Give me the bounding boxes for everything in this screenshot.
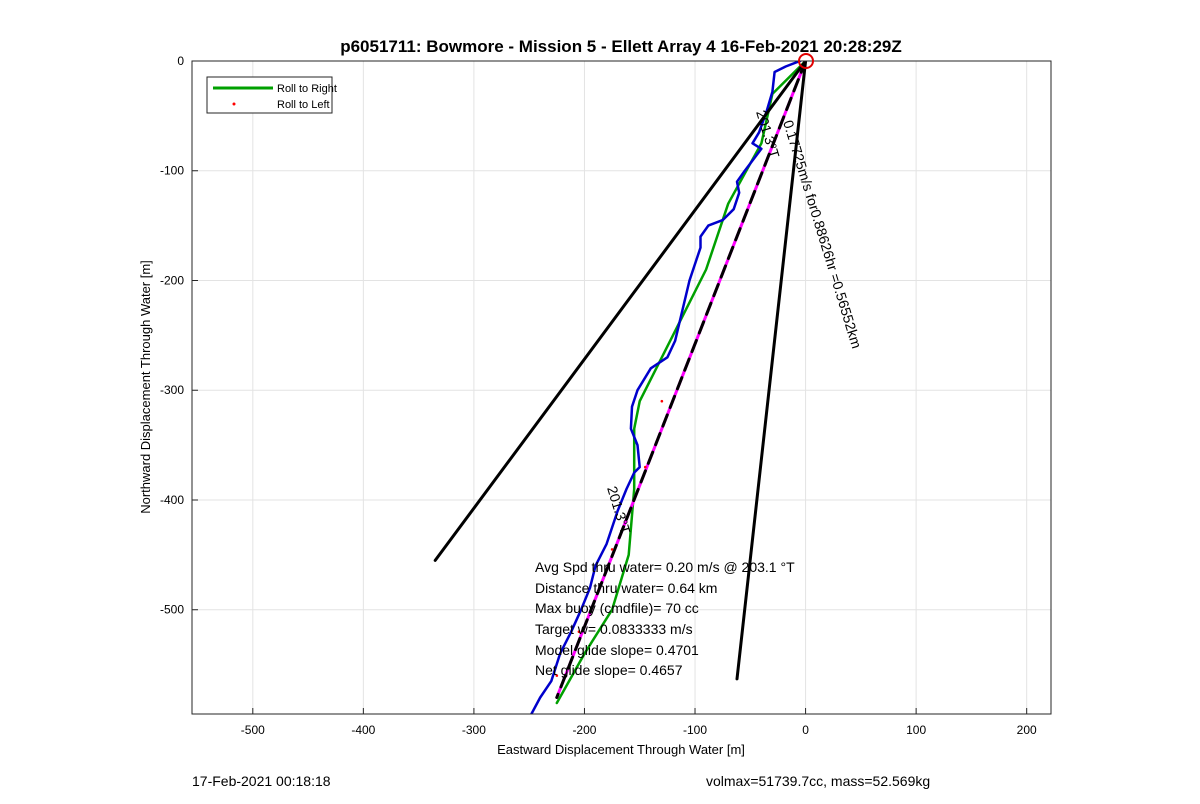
plot-area-frame xyxy=(191,60,1052,715)
x-tick-label: -200 xyxy=(572,723,596,737)
x-tick-label: 200 xyxy=(1017,723,1037,737)
series-line-track xyxy=(530,61,802,714)
stat-max-buoy: Max buoy (cmdfile)= 70 cc xyxy=(535,600,699,616)
stat-net-glide: Net glide slope= 0.4657 xyxy=(535,662,683,678)
series-layer xyxy=(433,61,808,714)
series-point-roll-to-left xyxy=(555,674,559,677)
series-line-black-line-b xyxy=(433,61,808,562)
y-tick-label: -500 xyxy=(160,603,184,617)
x-tick-label: 100 xyxy=(906,723,926,737)
stat-model-glide: Model glide slope= 0.4701 xyxy=(535,642,699,658)
axis-ticks: -500 -400 -300 -200 -100 0 100 200 0 -100 -200 -300… xyxy=(160,54,1037,737)
series-line-roll-to-right xyxy=(555,61,807,705)
y-tick-label: -100 xyxy=(160,164,184,178)
stat-avg-speed: Avg Spd thru water= 0.20 m/s @ 203.1 °T xyxy=(535,559,795,575)
legend: Roll to Right Roll to Left xyxy=(206,76,337,114)
x-tick-label: 0 xyxy=(802,723,809,737)
x-tick-label: -500 xyxy=(241,723,265,737)
y-tick-label: -400 xyxy=(160,493,184,507)
y-tick-label: -300 xyxy=(160,383,184,397)
x-tick-label: -100 xyxy=(683,723,707,737)
legend-label-roll-right: Roll to Right xyxy=(277,83,337,95)
x-axis-label: Eastward Displacement Through Water [m] xyxy=(497,742,745,757)
y-tick-label: -200 xyxy=(160,273,184,287)
series-point-roll-to-left xyxy=(577,630,581,633)
speed-annotation: 0.17725m/s for0.88626hr =0.56552km xyxy=(780,118,865,350)
stat-target-w: Target w= 0.0833333 m/s xyxy=(535,621,693,637)
series-point-roll-to-left xyxy=(610,548,614,551)
footer-timestamp: 17-Feb-2021 00:18:18 xyxy=(192,773,331,789)
footer-volmax-mass: volmax=51739.7cc, mass=52.569kg xyxy=(706,773,931,789)
chart-title: p6051711: Bowmore - Mission 5 - Ellett A… xyxy=(340,37,902,56)
series-point-roll-to-left xyxy=(643,465,647,469)
x-tick-label: -400 xyxy=(351,723,375,737)
series-line-black-line-c xyxy=(735,61,808,681)
grid-lines xyxy=(192,60,1051,714)
series-line-black-line-a xyxy=(555,61,808,699)
y-tick-label: 0 xyxy=(177,54,184,68)
stat-distance: Distance thru water= 0.64 km xyxy=(535,580,717,596)
series-point-roll-to-left xyxy=(660,399,664,403)
legend-box xyxy=(206,76,333,114)
legend-label-roll-left: Roll to Left xyxy=(277,99,330,111)
y-axis-label: Northward Displacement Through Water [m] xyxy=(138,260,153,514)
start-marker xyxy=(798,53,814,69)
x-tick-label: -300 xyxy=(462,723,486,737)
legend-swatch-roll-left xyxy=(232,102,236,106)
